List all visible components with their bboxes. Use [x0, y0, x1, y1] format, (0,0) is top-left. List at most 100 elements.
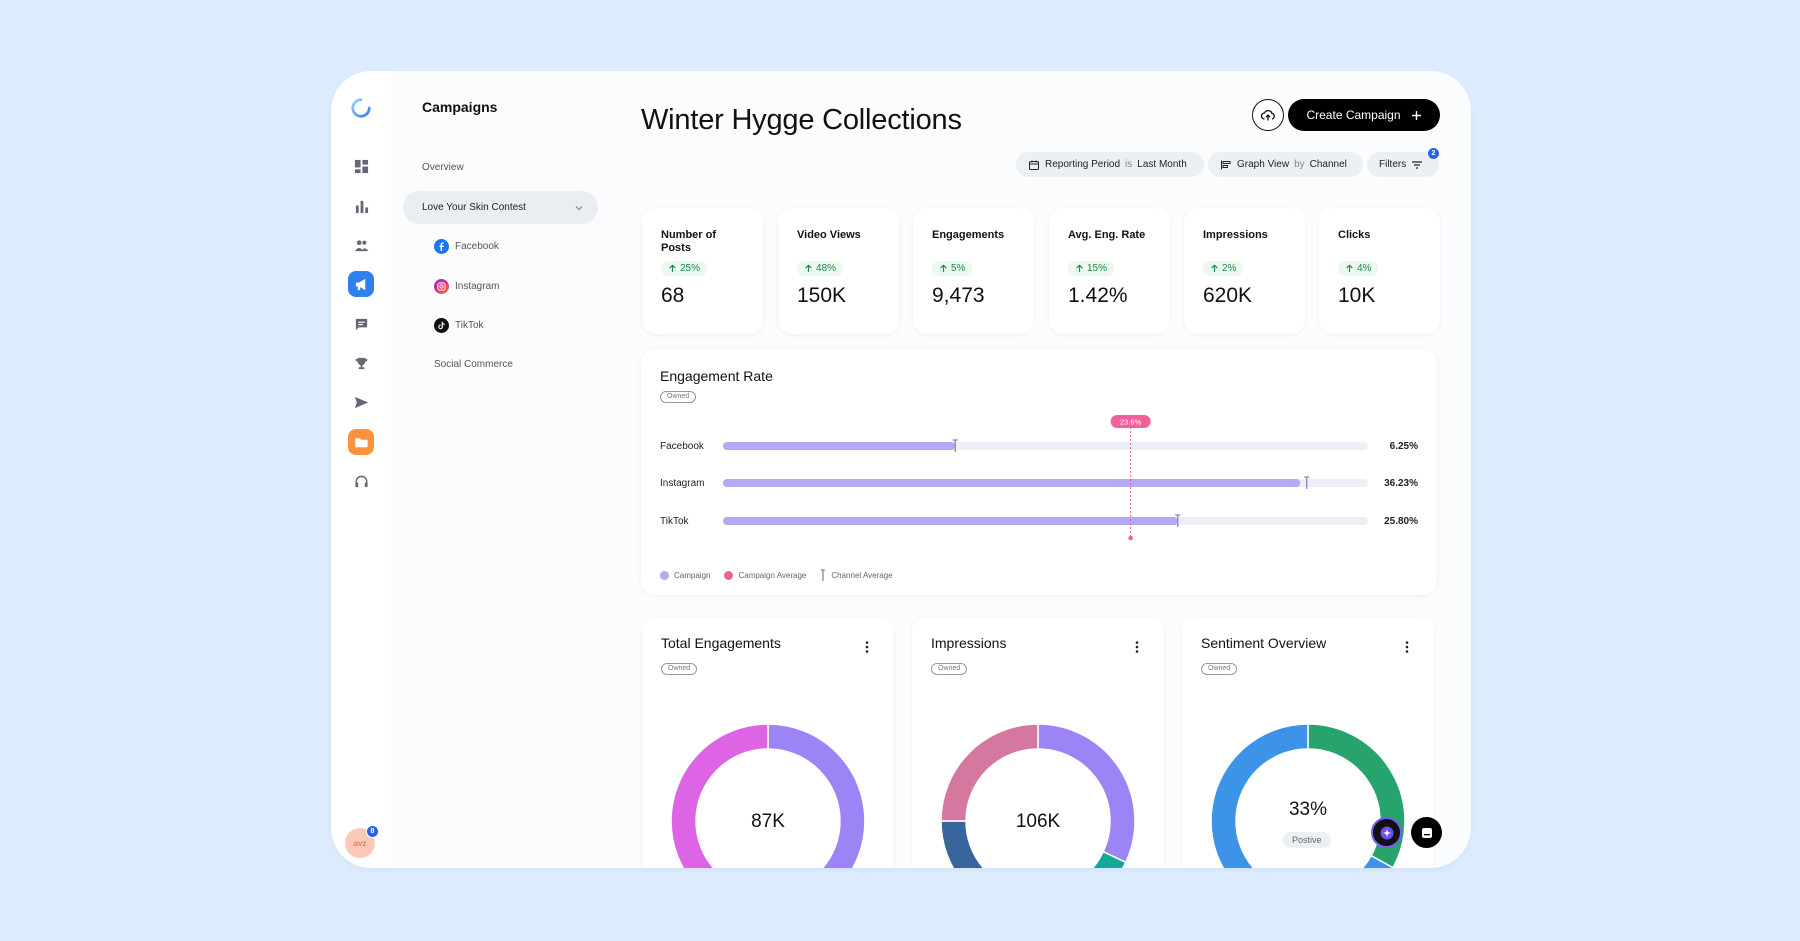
nav-channel-label: TikTok — [455, 320, 484, 331]
kpi-value: 10K — [1338, 284, 1376, 307]
campaign-average-dot — [1128, 535, 1133, 541]
kpi-card-engagements[interactable]: Engagements 5% 9,473 — [913, 208, 1034, 334]
graph-view-icon — [1221, 160, 1231, 169]
bar-campaign — [723, 517, 1178, 525]
kpi-delta: 4% — [1338, 261, 1379, 276]
donut-chart — [940, 723, 1136, 868]
megaphone-icon[interactable] — [348, 271, 374, 297]
bar-value-label: 6.25% — [1390, 441, 1418, 452]
arrow-up-icon — [1211, 264, 1218, 273]
nav-channel-instagram[interactable]: Instagram — [434, 279, 499, 294]
bar-value-label: 36.23% — [1384, 478, 1418, 489]
graph-view-label: Graph View — [1237, 159, 1290, 170]
chevron-down-icon — [575, 205, 583, 210]
upload-button[interactable] — [1252, 99, 1284, 131]
kpi-card-impressions[interactable]: Impressions 2% 620K — [1184, 208, 1305, 334]
filters-label: Filters — [1379, 159, 1407, 170]
donut-slice — [940, 723, 1039, 822]
card-title: Impressions — [931, 635, 1007, 651]
kpi-value: 150K — [797, 284, 847, 307]
instagram-icon — [434, 279, 449, 294]
bar-campaign — [723, 479, 1301, 487]
donut-center-value: 106K — [1015, 811, 1061, 832]
message-icon[interactable] — [348, 311, 374, 337]
owned-tag: Owned — [660, 391, 697, 403]
kpi-delta-value: 5% — [951, 263, 966, 274]
app-window: avz 8 Campaigns Overview Love Your Skin … — [331, 71, 1471, 868]
kpi-label: Engagements — [932, 229, 1005, 241]
arrow-up-icon — [669, 264, 676, 273]
notification-badge: 8 — [366, 825, 379, 838]
bar-category-label: TikTok — [660, 516, 690, 527]
ai-assistant-button[interactable] — [1371, 817, 1402, 848]
channel-average-marker — [952, 439, 958, 452]
kpi-delta-value: 15% — [1087, 263, 1108, 274]
legend-channel-average: Channel Average — [820, 569, 893, 582]
create-campaign-label: Create Campaign — [1306, 108, 1401, 122]
owned-tag: Owned — [1201, 663, 1238, 675]
more-options-icon[interactable] — [865, 640, 869, 654]
engagement-rate-card: Engagement Rate Owned Facebook 6.25% Insta… — [641, 349, 1437, 595]
kpi-card-posts[interactable]: Number of Posts 25% 68 — [642, 208, 763, 334]
calendar-icon — [1029, 160, 1039, 170]
owned-tag: Owned — [661, 663, 698, 675]
send-icon[interactable] — [348, 389, 374, 415]
donut-chart — [670, 723, 866, 868]
kpi-card-video-views[interactable]: Video Views 48% 150K — [778, 208, 899, 334]
kpi-delta-value: 48% — [816, 263, 837, 274]
bar-value-label: 25.80% — [1384, 516, 1418, 527]
kpi-card-avg-eng-rate[interactable]: Avg. Eng. Rate 15% 1.42% — [1049, 208, 1170, 334]
reporting-period-label: Reporting Period — [1045, 159, 1121, 170]
more-options-icon[interactable] — [1135, 640, 1139, 654]
filter-icon — [1412, 160, 1423, 169]
nav-overview[interactable]: Overview — [422, 162, 464, 173]
kpi-delta: 5% — [932, 261, 973, 276]
nav-channel-facebook[interactable]: Facebook — [434, 239, 499, 254]
donut-center-value: 87K — [751, 811, 785, 832]
more-options-icon[interactable] — [1405, 640, 1409, 654]
folder-icon[interactable] — [348, 429, 374, 455]
legend-campaign: Campaign — [660, 571, 710, 580]
nav-social-commerce[interactable]: Social Commerce — [434, 359, 513, 370]
kpi-card-clicks[interactable]: Clicks 4% 10K — [1319, 208, 1440, 334]
kpi-value: 620K — [1203, 284, 1253, 307]
icon-rail: avz 8 — [331, 71, 391, 868]
create-campaign-button[interactable]: Create Campaign — [1288, 99, 1440, 131]
donut-slice — [1091, 850, 1127, 868]
card-title: Total Engagements — [661, 635, 781, 651]
nav-campaign-selected[interactable]: Love Your Skin Contest — [403, 191, 598, 224]
campaign-nav: Campaigns Overview Love Your Skin Contes… — [391, 71, 601, 868]
kpi-value: 9,473 — [932, 284, 985, 307]
nav-channel-label: Facebook — [455, 241, 499, 252]
channel-average-marker — [1304, 476, 1310, 489]
nav-channel-tiktok[interactable]: TikTok — [434, 318, 484, 333]
campaign-average-tag — [1110, 415, 1151, 428]
tiktok-icon — [434, 318, 449, 333]
headset-icon[interactable] — [348, 468, 374, 494]
reporting-period-chip[interactable]: Reporting Period is Last Month — [1016, 152, 1204, 177]
bar-campaign — [723, 442, 956, 450]
kpi-delta: 25% — [661, 261, 708, 276]
kpi-label: Avg. Eng. Rate — [1068, 229, 1146, 241]
bar-chart-icon[interactable] — [348, 193, 374, 219]
engagement-rate-chart: Facebook 6.25% Instagram 36.23% TikTok 25.80%… — [660, 415, 1418, 541]
facebook-icon — [434, 239, 449, 254]
users-icon[interactable] — [348, 232, 374, 258]
trophy-icon[interactable] — [348, 350, 374, 376]
chat-button[interactable] — [1411, 817, 1442, 848]
dashboard-icon[interactable] — [348, 153, 374, 179]
bar-category-label: Instagram — [660, 478, 704, 489]
sentiment-label: Postive — [1283, 832, 1331, 848]
reporting-period-value: Last Month — [1137, 159, 1187, 170]
kpi-delta-value: 4% — [1357, 263, 1372, 274]
page-title: Winter Hygge Collections — [641, 104, 962, 136]
cloud-upload-icon — [1260, 109, 1275, 121]
plus-icon — [1411, 110, 1421, 120]
kpi-delta: 15% — [1068, 261, 1115, 276]
app-logo-icon[interactable] — [350, 97, 372, 119]
arrow-up-icon — [1076, 264, 1083, 273]
graph-view-chip[interactable]: Graph View by Channel — [1208, 152, 1363, 177]
arrow-up-icon — [940, 264, 947, 273]
owned-tag: Owned — [931, 663, 968, 675]
legend-campaign-average: Campaign Average — [724, 571, 806, 580]
